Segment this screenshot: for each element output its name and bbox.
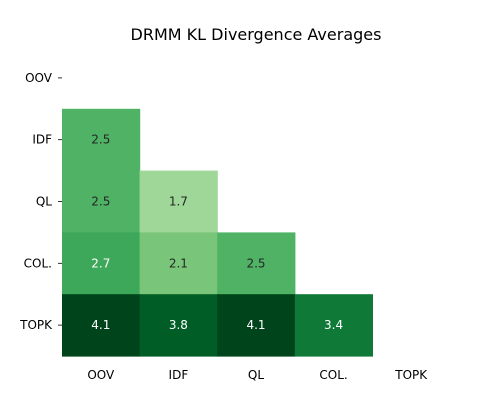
cell-value-label: 2.5 [91, 133, 110, 147]
heatmap-cell-COL-OOV [62, 232, 141, 295]
y-tick-label: OOV [25, 71, 53, 85]
cell-value-label: 3.4 [324, 318, 343, 332]
heatmap-cell-TOPK-COL [294, 294, 373, 357]
heatmap-cell-COL-QL [217, 232, 296, 295]
heatmap-cell-QL-OOV [62, 170, 141, 233]
y-tick-label: QL [36, 195, 52, 209]
heatmap-cell-QL-IDF [139, 170, 218, 233]
heatmap-cell-TOPK-OOV [62, 294, 141, 357]
heatmap-cell-IDF-OOV [62, 108, 141, 172]
cell-value-label: 4.1 [91, 318, 110, 332]
y-axis: OOV IDF QL COL. TOPK [19, 71, 62, 332]
cell-value-label: 3.8 [169, 318, 188, 332]
x-tick-label: COL. [319, 368, 347, 382]
chart-title: DRMM KL Divergence Averages [131, 25, 382, 44]
cell-value-label: 4.1 [246, 318, 265, 332]
heatmap-cell-TOPK-IDF [139, 294, 218, 357]
heatmap-cells: 2.5 2.5 1.7 2.7 2.1 2.5 4.1 3.8 4.1 3.4 [62, 108, 373, 357]
x-tick-label: IDF [169, 368, 189, 382]
x-tick-label: TOPK [394, 368, 428, 382]
y-tick-label: IDF [32, 133, 52, 147]
cell-value-label: 2.1 [169, 256, 188, 270]
cell-value-label: 2.5 [91, 195, 110, 209]
heatmap-cell-COL-IDF [139, 232, 218, 295]
y-tick-label: TOPK [19, 318, 53, 332]
y-tick-label: COL. [24, 256, 52, 270]
cell-value-label: 1.7 [169, 195, 188, 209]
x-axis: OOV IDF QL COL. TOPK [87, 368, 428, 382]
heatmap-cell-TOPK-QL [217, 294, 296, 357]
cell-value-label: 2.7 [91, 256, 110, 270]
x-tick-label: OOV [87, 368, 115, 382]
x-tick-label: QL [248, 368, 264, 382]
cell-value-label: 2.5 [246, 256, 265, 270]
